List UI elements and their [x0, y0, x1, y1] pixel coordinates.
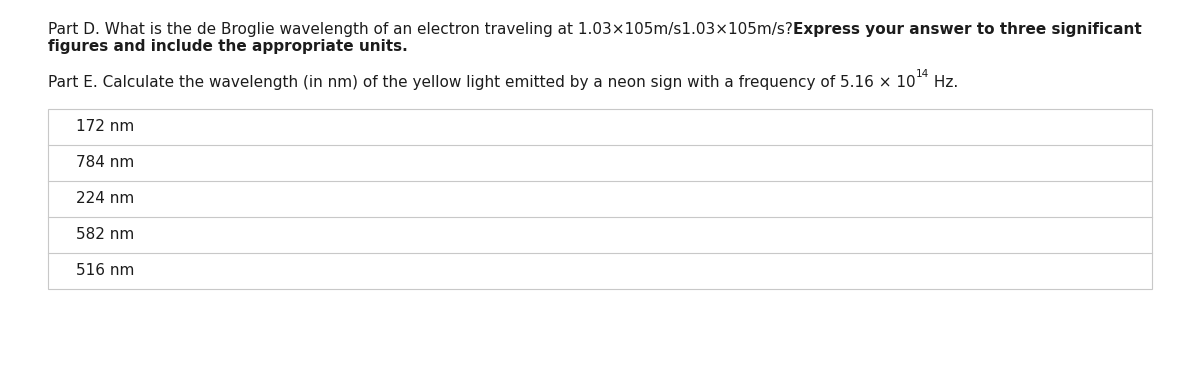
- Text: Hz.: Hz.: [929, 75, 958, 90]
- Text: 582 nm: 582 nm: [76, 227, 134, 242]
- Bar: [48, 109, 1152, 289]
- Text: Part E. Calculate the wavelength (in nm) of the yellow light emitted by a neon s: Part E. Calculate the wavelength (in nm)…: [48, 75, 916, 90]
- Text: 516 nm: 516 nm: [76, 264, 134, 279]
- Text: Express your answer to three significant: Express your answer to three significant: [793, 22, 1141, 37]
- Text: 224 nm: 224 nm: [76, 192, 134, 207]
- Text: figures and include the appropriate units.: figures and include the appropriate unit…: [48, 39, 408, 54]
- Text: 172 nm: 172 nm: [76, 120, 134, 135]
- Text: 14: 14: [916, 69, 929, 80]
- Text: 784 nm: 784 nm: [76, 155, 134, 170]
- Text: Part D. What is the de Broglie wavelength of an electron traveling at 1.03×105m/: Part D. What is the de Broglie wavelengt…: [48, 22, 793, 37]
